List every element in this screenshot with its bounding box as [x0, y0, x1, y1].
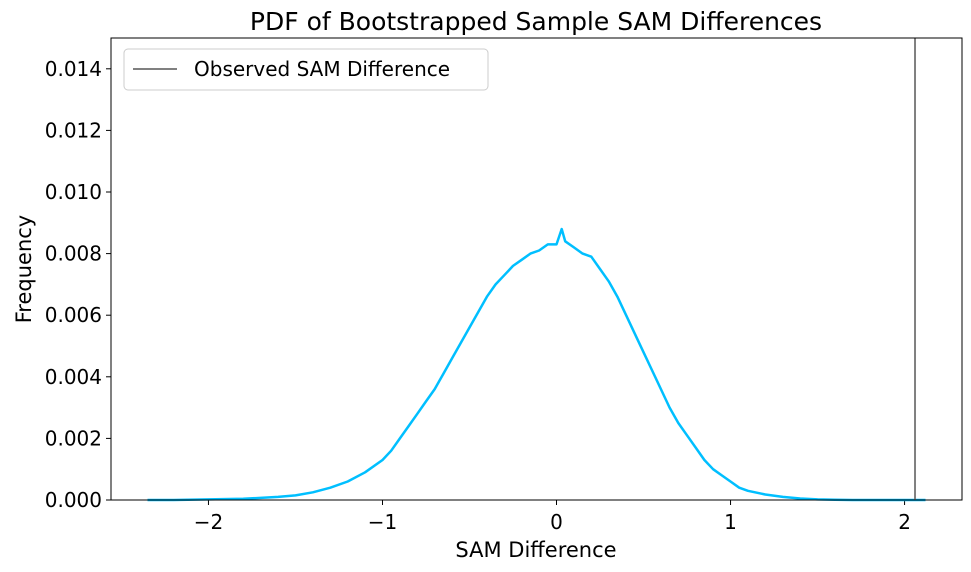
legend-label: Observed SAM Difference [194, 57, 450, 81]
y-tick-label: 0.000 [45, 488, 102, 512]
y-tick-label: 0.002 [45, 426, 102, 450]
x-axis-title: SAM Difference [455, 538, 616, 562]
y-tick-label: 0.012 [45, 118, 102, 142]
y-tick-label: 0.006 [45, 303, 102, 327]
plot-frame [110, 37, 963, 501]
y-tick-label: 0.010 [45, 180, 102, 204]
legend: Observed SAM Difference [123, 48, 489, 91]
plot-background [111, 38, 962, 500]
y-tick-label: 0.004 [45, 365, 102, 389]
plot-area [111, 38, 962, 500]
legend-box [123, 48, 489, 91]
series-layer [147, 227, 926, 502]
pdf-series-line [147, 227, 926, 502]
x-tick-label: −2 [194, 510, 223, 534]
y-axis: 0.000 0.002 0.004 0.006 0.008 0.010 0.012 0.014 [45, 57, 111, 512]
x-axis: −2 −1 0 1 2 [194, 500, 911, 534]
chart-title: PDF of Bootstrapped Sample SAM Differenc… [250, 7, 822, 36]
x-tick-label: −1 [368, 510, 397, 534]
x-tick-label: 0 [550, 510, 563, 534]
x-tick-label: 2 [898, 510, 911, 534]
y-axis-title: Frequency [12, 215, 36, 324]
y-tick-label: 0.008 [45, 242, 102, 266]
y-tick-label: 0.014 [45, 57, 102, 81]
x-tick-label: 1 [724, 510, 737, 534]
